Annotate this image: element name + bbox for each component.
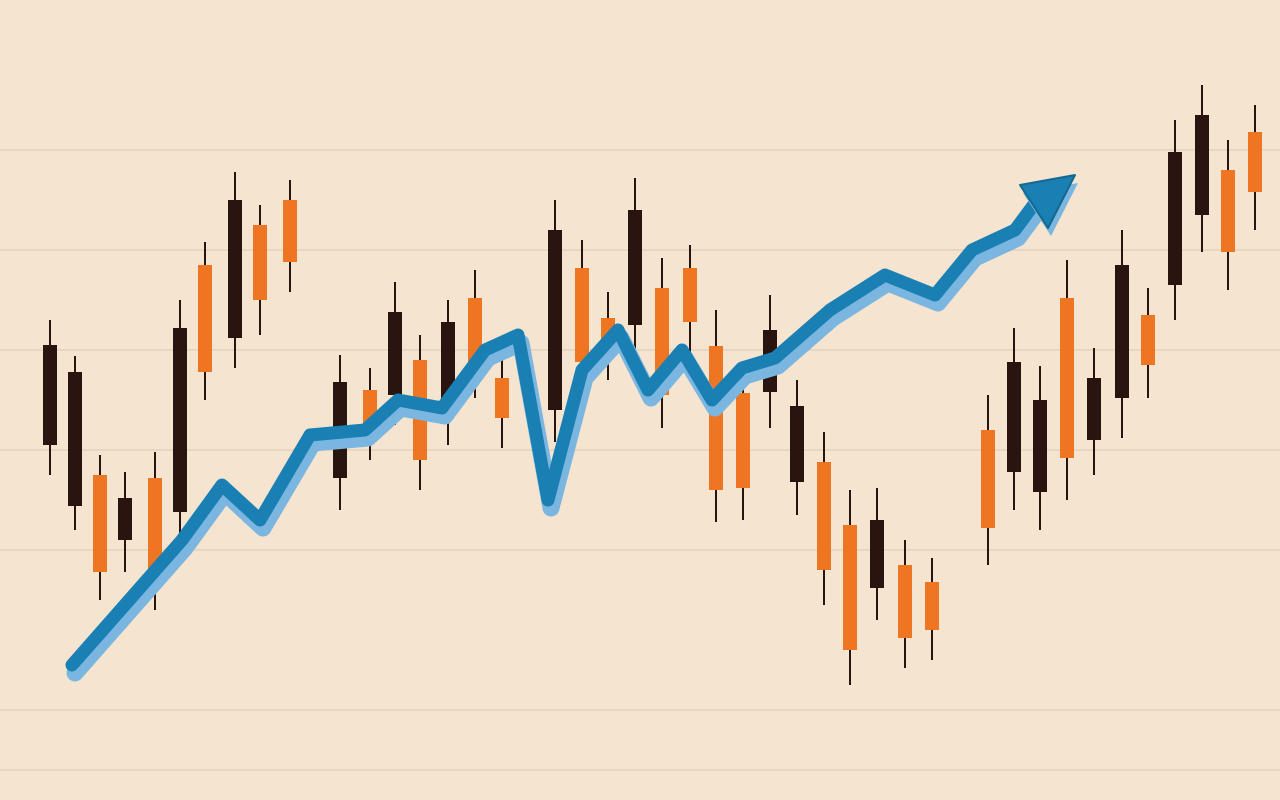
candle-body [253, 225, 267, 300]
candle-body [1115, 265, 1129, 398]
candle-body [228, 200, 242, 338]
candle-body [1248, 132, 1262, 192]
candle-body [118, 498, 132, 540]
candle-body [495, 378, 509, 418]
candle-body [843, 525, 857, 650]
candle-body [283, 200, 297, 262]
candle-body [683, 268, 697, 322]
candle-body [870, 520, 884, 588]
candle-body [198, 265, 212, 372]
candlestick-trend-chart [0, 0, 1280, 800]
candle-body [817, 462, 831, 570]
candle-body [628, 210, 642, 325]
candle-body [709, 346, 723, 490]
candle-body [1195, 115, 1209, 215]
candle-body [1060, 298, 1074, 458]
candle-body [925, 582, 939, 630]
candle-body [43, 345, 57, 445]
candle-body [790, 406, 804, 482]
candle-body [548, 230, 562, 410]
candle-body [93, 475, 107, 572]
candle-body [1221, 170, 1235, 252]
candle-body [1033, 400, 1047, 492]
candle-body [1087, 378, 1101, 440]
candle-body [1168, 152, 1182, 285]
candle-body [68, 372, 82, 506]
candle-body [736, 393, 750, 488]
candle-body [173, 328, 187, 512]
candle-body [388, 312, 402, 395]
candle-body [898, 565, 912, 638]
candle-body [575, 268, 589, 362]
candle-body [1007, 362, 1021, 472]
candle-body [981, 430, 995, 528]
candle-body [1141, 315, 1155, 365]
